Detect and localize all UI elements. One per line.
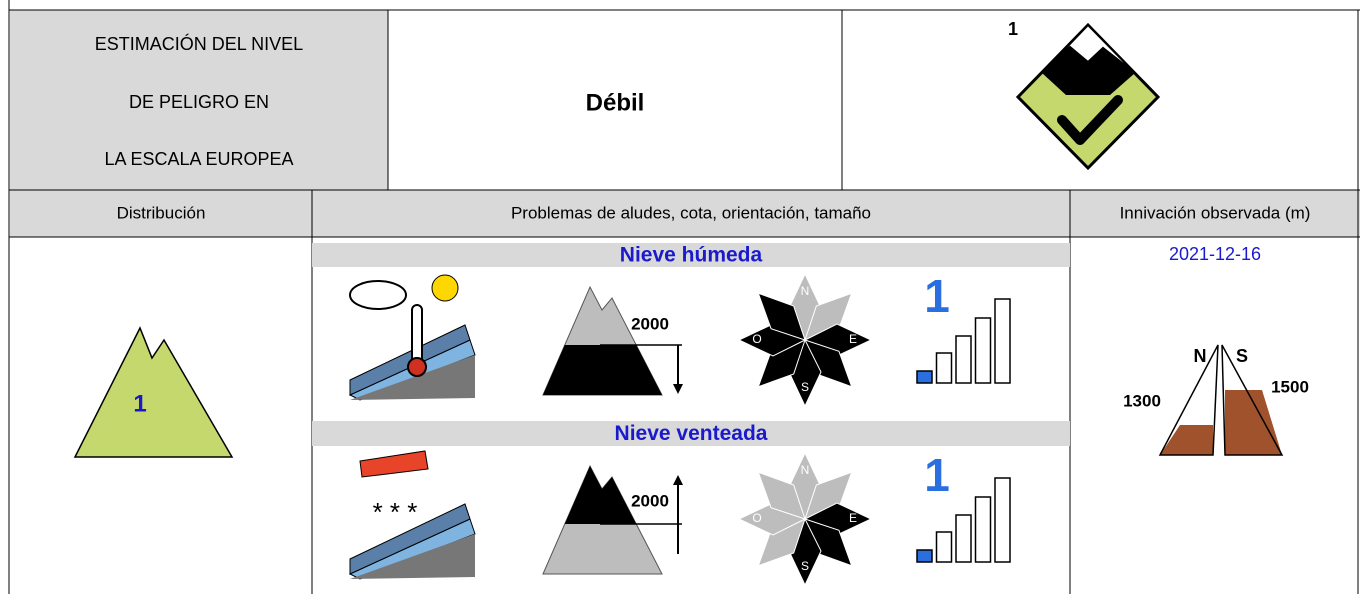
size-bar xyxy=(974,317,992,384)
observation-date: 2021-12-16 xyxy=(1169,244,1261,264)
slab xyxy=(349,503,471,575)
problem-name: Nieve húmeda xyxy=(620,244,763,267)
thermometer-bulb xyxy=(407,357,427,377)
size-bar xyxy=(916,370,933,384)
problem: Nieve venteada * * * 2000 N O E S 1 xyxy=(312,421,1070,587)
problem-name: Nieve venteada xyxy=(615,422,768,445)
altitude-label: 2000 xyxy=(631,314,669,333)
north-label: N xyxy=(1194,346,1207,366)
aspect-label: S xyxy=(801,559,809,573)
problem-title-bar xyxy=(312,421,1070,446)
distribution-level: 1 xyxy=(133,390,146,417)
label-cell xyxy=(10,10,388,190)
size-bar xyxy=(935,352,953,384)
danger-icon xyxy=(1015,22,1161,171)
aspect-label: E xyxy=(849,332,857,346)
snowflakes: * * * xyxy=(373,497,418,527)
header-row xyxy=(10,190,1360,237)
header-line: DE PELIGRO EN xyxy=(129,92,269,112)
aspect-label: E xyxy=(849,511,857,525)
size-bar xyxy=(955,514,972,563)
level-number: 1 xyxy=(1008,19,1018,39)
aspect-label: O xyxy=(752,511,761,525)
sun xyxy=(431,274,459,302)
column-header: Problemas de aludes, cota, orientación, … xyxy=(511,203,871,222)
column-header: Innivación observada (m) xyxy=(1120,203,1311,222)
header-line: LA ESCALA EUROPEA xyxy=(104,149,293,169)
level-name: Débil xyxy=(586,89,645,116)
arrow-head xyxy=(673,475,683,485)
mountain-dark xyxy=(543,345,662,395)
slope xyxy=(350,355,475,400)
aspect-petal xyxy=(757,292,806,341)
size-bar xyxy=(974,496,992,563)
snow-icon xyxy=(1158,344,1284,456)
aspect-label: S xyxy=(801,380,809,394)
size-bar xyxy=(994,477,1011,563)
header-line: ESTIMACIÓN DEL NIVEL xyxy=(95,33,303,54)
size-bar xyxy=(994,298,1011,384)
arrow-head xyxy=(673,384,683,394)
size-label: 1 xyxy=(924,449,950,501)
altitude-label: 2000 xyxy=(631,491,669,510)
cloud xyxy=(349,280,407,310)
distribution-icon xyxy=(73,326,234,458)
aspect-petal xyxy=(757,471,806,520)
south-elevation: 1500 xyxy=(1271,377,1309,396)
aspect-label: N xyxy=(801,284,810,298)
slope xyxy=(350,534,475,579)
windsock xyxy=(359,450,429,478)
size-label: 1 xyxy=(924,270,950,322)
north-elevation: 1300 xyxy=(1123,391,1161,410)
mountain-dark xyxy=(564,466,637,524)
problem-title-bar xyxy=(312,243,1070,267)
south-label: S xyxy=(1236,346,1248,366)
table-borders xyxy=(8,0,1360,594)
column-header: Distribución xyxy=(117,203,206,222)
thermometer xyxy=(411,304,423,366)
size-bar xyxy=(955,335,972,384)
problem: Nieve húmeda 2000 N O E S 1 xyxy=(312,243,1070,408)
aspect-label: N xyxy=(801,463,810,477)
size-bar xyxy=(935,531,953,563)
aspect-label: O xyxy=(752,332,761,346)
size-bar xyxy=(916,549,933,563)
